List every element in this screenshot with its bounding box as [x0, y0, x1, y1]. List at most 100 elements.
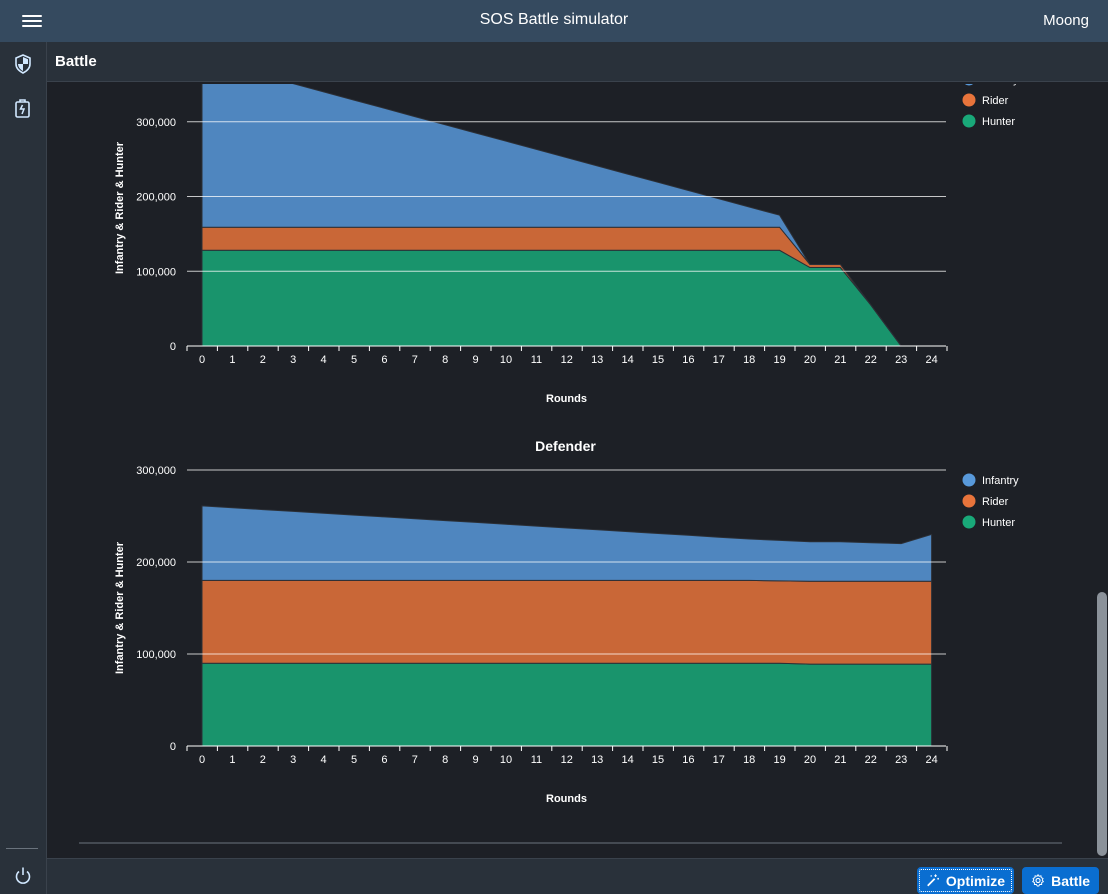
- optimize-button[interactable]: Optimize: [917, 867, 1014, 894]
- x-axis-title: Rounds: [546, 393, 587, 405]
- gear-icon: [1032, 873, 1045, 887]
- x-tick-label: 13: [591, 354, 603, 366]
- x-tick-label: 1: [229, 354, 235, 366]
- battle-report-icon[interactable]: [11, 96, 35, 120]
- x-tick-label: 21: [834, 754, 846, 766]
- x-tick-label: 10: [500, 354, 512, 366]
- y-axis-title: Infantry & Rider & Hunter: [114, 141, 126, 274]
- legend-swatch-infantry: [964, 84, 974, 86]
- legend-label-hunter: Hunter: [982, 517, 1015, 529]
- y-axis-title: Infantry & Rider & Hunter: [114, 541, 126, 674]
- y-tick-label: 0: [170, 741, 176, 753]
- x-tick-label: 12: [561, 354, 573, 366]
- x-tick-label: 21: [834, 354, 846, 366]
- x-tick-label: 16: [682, 354, 694, 366]
- x-tick-label: 4: [321, 354, 327, 366]
- x-tick-label: 17: [713, 354, 725, 366]
- plot-area: [201, 505, 933, 747]
- x-tick-label: 24: [925, 354, 937, 366]
- x-tick-label: 17: [713, 754, 725, 766]
- page-header: Battle: [47, 42, 1108, 82]
- magic-wand-icon: [927, 874, 940, 887]
- legend: Infantry Rider Hunter: [962, 473, 1019, 529]
- x-tick-label: 2: [260, 754, 266, 766]
- y-tick-label: 300,000: [136, 465, 176, 477]
- x-tick-label: 6: [381, 354, 387, 366]
- x-tick-label: 22: [865, 754, 877, 766]
- scrollbar-thumb[interactable]: [1097, 592, 1107, 856]
- x-tick-label: 24: [925, 754, 937, 766]
- x-tick-label: 8: [442, 354, 448, 366]
- hamburger-menu-icon[interactable]: [22, 12, 42, 30]
- x-tick-label: 11: [531, 354, 542, 366]
- legend-label-rider: Rider: [982, 496, 1009, 508]
- x-tick-label: 18: [743, 754, 755, 766]
- x-axis-title: Rounds: [546, 793, 587, 805]
- x-tick-label: 5: [351, 754, 357, 766]
- legend-swatch-hunter: [962, 515, 976, 529]
- shell-bar: SOS Battle simulator Moong: [0, 0, 1108, 42]
- x-tick-label: 8: [442, 754, 448, 766]
- nav-separator: [6, 848, 38, 849]
- x-tick-label: 1: [229, 754, 235, 766]
- legend-swatch-infantry: [962, 473, 976, 487]
- x-tick-label: 7: [412, 354, 418, 366]
- x-tick-label: 22: [865, 354, 877, 366]
- legend-label-infantry: Infantry: [982, 82, 1019, 86]
- y-tick-label: 200,000: [136, 192, 176, 204]
- x-tick-label: 5: [351, 354, 357, 366]
- y-tick-label: 300,000: [136, 117, 176, 129]
- x-tick-label: 6: [381, 754, 387, 766]
- area-rider: [201, 579, 933, 665]
- legend-label-infantry: Infantry: [982, 475, 1019, 487]
- x-tick-label: 13: [591, 754, 603, 766]
- x-tick-label: 9: [473, 354, 479, 366]
- battle-button[interactable]: Battle: [1022, 867, 1099, 894]
- x-tick-label: 3: [290, 354, 296, 366]
- shield-icon[interactable]: [11, 52, 35, 76]
- x-tick-label: 4: [321, 754, 327, 766]
- plot-area: [201, 84, 932, 347]
- x-tick-label: 7: [412, 754, 418, 766]
- legend-swatch-rider: [962, 93, 976, 107]
- x-tick-label: 20: [804, 754, 816, 766]
- area-infantry: [201, 505, 933, 582]
- x-tick-label: 0: [199, 354, 205, 366]
- x-tick-label: 19: [773, 754, 785, 766]
- x-tick-label: 3: [290, 754, 296, 766]
- x-tick-label: 14: [621, 354, 633, 366]
- chart-title: Defender: [535, 438, 596, 454]
- user-name[interactable]: Moong: [1043, 12, 1089, 29]
- legend-swatch-rider: [962, 494, 976, 508]
- footer-toolbar: Optimize Battle: [47, 858, 1108, 894]
- x-tick-label: 16: [682, 754, 694, 766]
- y-tick-label: 100,000: [136, 649, 176, 661]
- page-title: Battle: [55, 53, 97, 70]
- x-tick-label: 23: [895, 754, 907, 766]
- y-tick-label: 100,000: [136, 266, 176, 278]
- content-area[interactable]: 0 100,000 200,000 300,000 0 1 2 3 4 5 6 7 8 9 10 11 12 13…: [47, 82, 1108, 858]
- legend: Infantry Rider Hunter: [962, 82, 1019, 128]
- x-tick-label: 23: [895, 354, 907, 366]
- power-icon[interactable]: [11, 864, 35, 888]
- x-tick-label: 11: [531, 754, 542, 766]
- app-title: SOS Battle simulator: [479, 11, 629, 28]
- x-tick-label: 14: [621, 754, 633, 766]
- x-tick-label: 0: [199, 754, 205, 766]
- legend-label-hunter: Hunter: [982, 116, 1015, 128]
- legend-swatch-hunter: [962, 114, 976, 128]
- y-tick-label: 200,000: [136, 557, 176, 569]
- optimize-button-label: Optimize: [945, 872, 1005, 889]
- x-tick-label: 10: [500, 754, 512, 766]
- x-tick-label: 9: [473, 754, 479, 766]
- x-tick-label: 15: [652, 354, 664, 366]
- y-tick-label: 0: [170, 341, 176, 353]
- battle-button-label: Battle: [1051, 872, 1090, 889]
- x-tick-label: 12: [561, 754, 573, 766]
- x-tick-label: 15: [652, 754, 664, 766]
- area-hunter: [201, 662, 933, 747]
- x-tick-label: 19: [773, 354, 785, 366]
